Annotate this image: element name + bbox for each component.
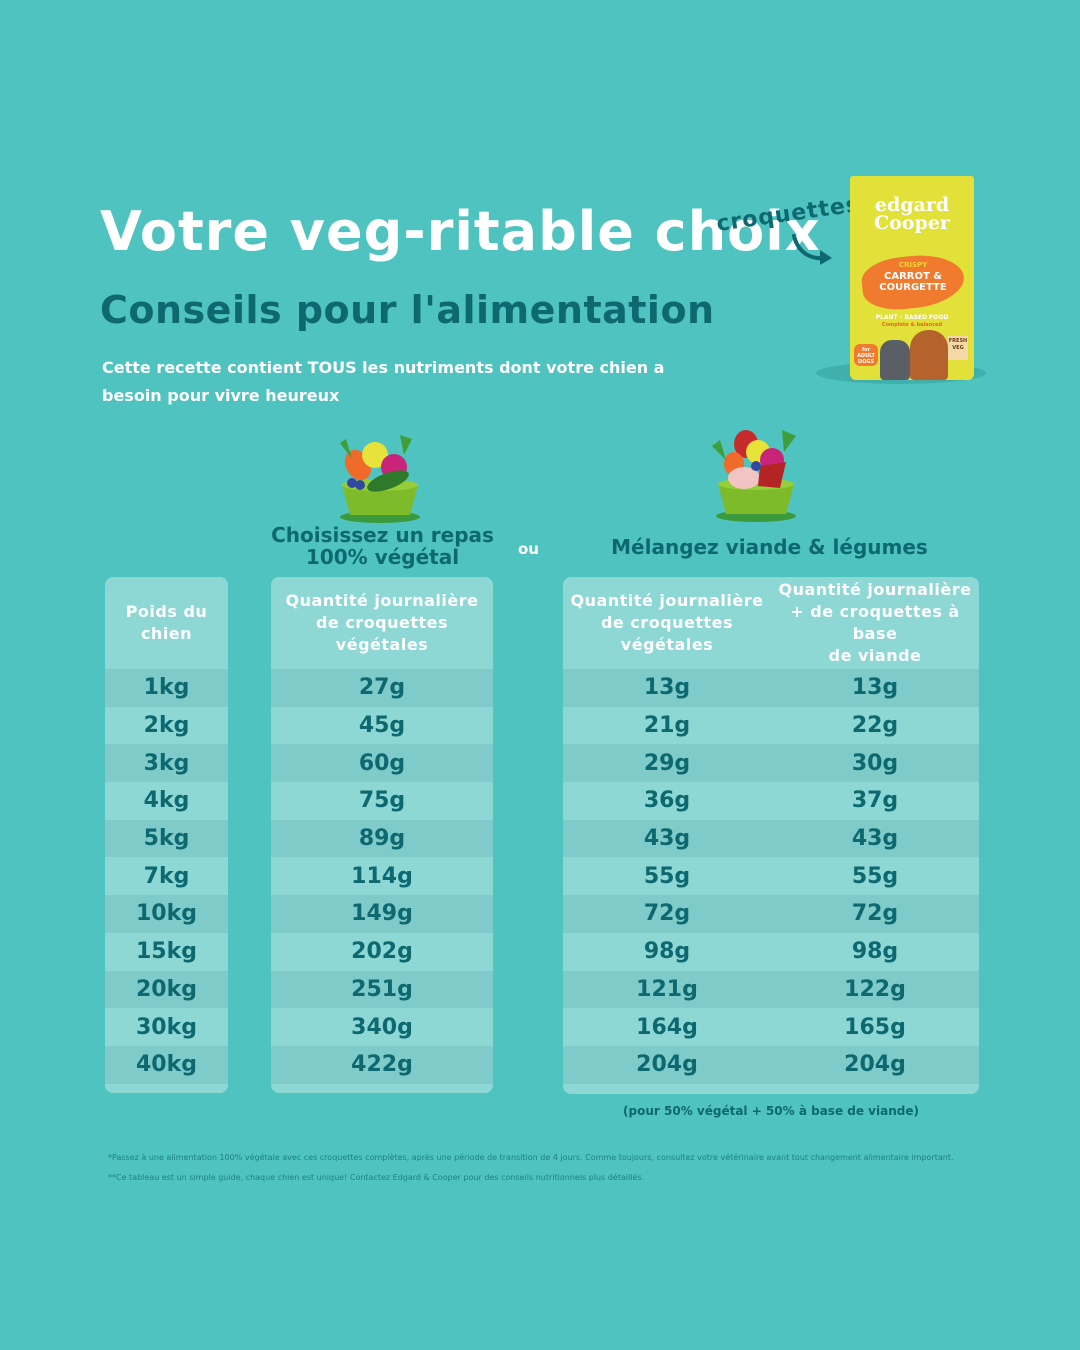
footnote-1: *Passez à une alimentation 100% végétale… — [108, 1153, 954, 1162]
table-row: 15kg — [136, 939, 197, 965]
table-row: 7kg — [143, 863, 190, 889]
flavor-label: CRISPY CARROT & COURGETTE — [879, 261, 947, 293]
mix-meat-cell: 165g — [844, 1014, 906, 1040]
footnote-2: **Ce tableau est un simple guide, chaque… — [108, 1173, 645, 1182]
table-row: 89g — [271, 819, 493, 858]
curved-arrow-icon — [792, 234, 832, 265]
mix-veg-cell: 164g — [636, 1014, 698, 1040]
table-row: 2kg — [143, 713, 190, 739]
table-row: 3kg — [105, 744, 228, 783]
table-row: 164g 165g — [563, 1008, 979, 1046]
product-bag-image: edgard Cooper CRISPY CARROT & COURGETTE … — [850, 176, 974, 380]
table-row: 75g — [358, 788, 406, 814]
mix-meat-cell: 72g — [851, 901, 899, 927]
table-row: 1kg — [105, 669, 228, 707]
table-row: 251g — [271, 970, 493, 1009]
veg-only-header: Quantité journalière de croquettes végét… — [285, 591, 479, 654]
table-row: 21g 22g — [563, 707, 979, 745]
mix-meat-cell: 122g — [844, 976, 906, 1002]
table-row: 45g — [358, 713, 406, 739]
option-separator: ou — [518, 540, 539, 558]
table-row: 10kg — [105, 895, 228, 933]
weight-column: Poids du chien 1kg 2kg 3kg 4kg 5kg 7kg 10kg 15k… — [105, 577, 228, 1093]
mix-veg-cell: 13g — [643, 675, 691, 701]
mix-meat-cell: 204g — [844, 1052, 906, 1078]
table-row: 98g 98g — [563, 933, 979, 971]
mix-meat-cell: 43g — [851, 826, 899, 852]
fresh-veg-sign: FRESH VEG — [948, 336, 968, 360]
mix-veg-cell: 29g — [643, 750, 691, 776]
mix-veg-cell: 21g — [643, 713, 691, 739]
mix-meat-cell: 98g — [851, 939, 899, 965]
table-row: 72g 72g — [563, 895, 979, 933]
page-title: Votre veg-ritable choix — [100, 200, 821, 263]
table-row: 55g 55g — [563, 857, 979, 895]
plant-based-label: PLANT - BASED FOOD — [875, 314, 949, 321]
mix-veg-header: Quantité journalière de croquettes végét… — [570, 591, 764, 654]
veg-only-rows: 27g 45g 60g 75g 89g 114g 149g 202g 251g 340g 422g — [271, 669, 493, 1084]
brand-logo: edgard Cooper — [874, 194, 950, 234]
table-row: 30kg — [136, 1014, 197, 1040]
adult-dogs-badge: for ADULT DOGS — [854, 344, 878, 366]
veg-bowl-icon — [340, 435, 420, 523]
mix-meat-cell: 37g — [851, 788, 899, 814]
weight-rows: 1kg 2kg 3kg 4kg 5kg 7kg 10kg 15kg 20kg 30kg 40kg — [105, 669, 228, 1084]
table-row: 20kg — [105, 970, 228, 1009]
table-row: 340g — [351, 1014, 413, 1040]
mix-veg-cell: 55g — [643, 863, 691, 889]
option-veg-label: Choisissez un repas 100% végétal — [271, 523, 494, 569]
table-row: 60g — [271, 744, 493, 783]
mix-meat-cell: 30g — [851, 750, 899, 776]
dog-illustration-spaniel — [910, 330, 948, 380]
dog-illustration-small — [880, 340, 910, 380]
table-row: 149g — [271, 895, 493, 933]
table-row: 40kg — [105, 1045, 228, 1084]
veg-only-column: Quantité journalière de croquettes végét… — [271, 577, 493, 1093]
mix-meat-header: Quantité journalière + de croquettes à b… — [778, 580, 972, 665]
mixed-bowl-icon — [712, 430, 796, 522]
table-row: 36g 37g — [563, 782, 979, 820]
mix-veg-cell: 204g — [636, 1052, 698, 1078]
mix-rows: 13g 13g 21g 22g 29g 30g 36g 37g 43g 43g 55g 55g 72g 7… — [563, 669, 979, 1084]
page-subtitle: Conseils pour l'alimentation — [100, 288, 715, 332]
mix-veg-cell: 72g — [643, 901, 691, 927]
option-mix-label: Mélangez viande & légumes — [611, 535, 928, 559]
mix-meat-cell: 22g — [851, 713, 899, 739]
table-row: 4kg — [143, 788, 190, 814]
mix-veg-cell: 121g — [636, 976, 698, 1002]
table-row: 13g 13g — [563, 669, 979, 707]
table-row: 204g 204g — [563, 1045, 979, 1084]
mix-veg-cell: 36g — [643, 788, 691, 814]
mix-columns: Quantité journalière de croquettes végét… — [563, 577, 979, 1094]
table-row: 202g — [351, 939, 413, 965]
complete-label: Complete & balanced — [881, 322, 943, 328]
table-row: 114g — [351, 863, 413, 889]
table-row: 29g 30g — [563, 744, 979, 783]
weight-header: Poids du chien — [125, 602, 208, 643]
table-row: 422g — [271, 1045, 493, 1084]
mix-meat-cell: 55g — [851, 863, 899, 889]
mix-veg-cell: 98g — [643, 939, 691, 965]
intro-text: Cette recette contient TOUS les nutrimen… — [102, 358, 665, 405]
table-row: 5kg — [105, 819, 228, 858]
table-row: 43g 43g — [563, 819, 979, 858]
table-row: 121g 122g — [563, 970, 979, 1009]
mix-veg-cell: 43g — [643, 826, 691, 852]
mix-ratio-note: (pour 50% végétal + 50% à base de viande… — [623, 1104, 919, 1118]
mix-meat-cell: 13g — [851, 675, 899, 701]
table-row: 27g — [271, 669, 493, 707]
